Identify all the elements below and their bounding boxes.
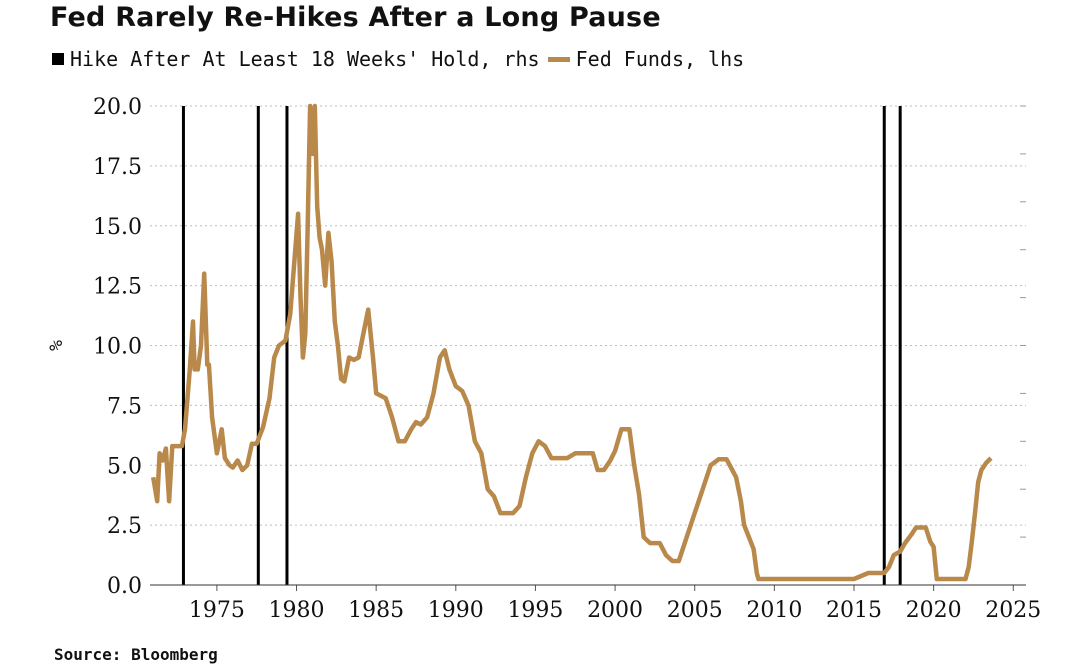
- fed-funds-chart: 1975 1980 1985 1990 1995 2000 2005 2010 2015 2020…: [46, 95, 1041, 623]
- right-axis-ticks: [1020, 105, 1026, 586]
- x-tick-label: 1975: [189, 598, 245, 623]
- x-axis-tick-labels: 1975 1980 1985 1990 1995 2000 2005 2010 2015 2020…: [189, 598, 1041, 623]
- y-tick-label: 0.0: [107, 574, 142, 599]
- source-note: Source: Bloomberg: [54, 645, 218, 664]
- fed-funds-line: [150, 103, 993, 582]
- x-tick-label: 1980: [269, 598, 325, 623]
- fed-funds-legend-swatch: [547, 56, 570, 62]
- y-tick-label: 10.0: [93, 335, 142, 360]
- x-tick-label: 2020: [906, 598, 962, 623]
- y-axis-tick-labels: 0.0 2.5 5.0 7.5 10.0 12.5 15.0 17.5 20.0: [93, 95, 142, 599]
- y-tick-label: 20.0: [93, 95, 142, 120]
- x-tick-label: 1995: [507, 598, 563, 623]
- y-tick-label: 2.5: [107, 514, 142, 539]
- x-tick-label: 1985: [348, 598, 404, 623]
- y-tick-label: 7.5: [107, 394, 142, 419]
- x-tick-label: 2000: [587, 598, 643, 623]
- y-tick-label: 12.5: [93, 275, 142, 300]
- y-tick-label: 17.5: [93, 155, 142, 180]
- legend: Hike After At Least 18 Weeks' Hold, rhs …: [52, 47, 744, 71]
- hike-legend-swatch: [52, 53, 64, 65]
- x-tick-label: 2010: [746, 598, 802, 623]
- x-tick-label: 2025: [985, 598, 1041, 623]
- x-tick-label: 2005: [667, 598, 723, 623]
- y-axis-unit-label: %: [46, 340, 67, 351]
- grid-lines: [150, 105, 1026, 591]
- chart-title: Fed Rarely Re-Hikes After a Long Pause: [50, 2, 661, 33]
- x-tick-label: 1990: [428, 598, 484, 623]
- x-tick-label: 2015: [826, 598, 882, 623]
- hike-event-lines: [181, 106, 902, 585]
- hike-legend-label: Hike After At Least 18 Weeks' Hold, rhs: [70, 47, 540, 71]
- y-tick-label: 5.0: [107, 454, 142, 479]
- y-tick-label: 15.0: [93, 215, 142, 240]
- fed-funds-legend-label: Fed Funds, lhs: [575, 47, 745, 71]
